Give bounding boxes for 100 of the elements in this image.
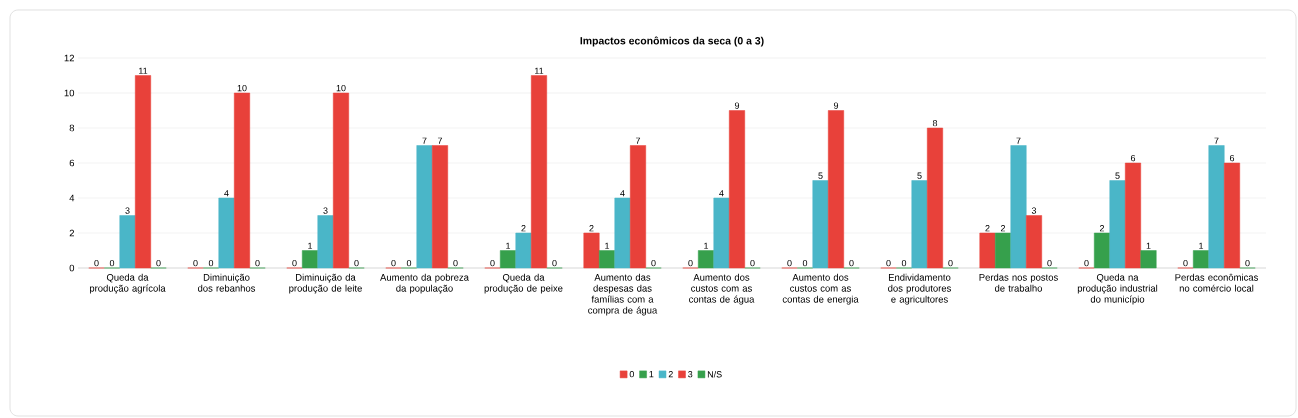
bar	[1094, 232, 1110, 269]
data-label: 0	[490, 259, 495, 267]
y-tick-label: 4	[69, 194, 75, 202]
bar	[911, 180, 928, 269]
data-label: 6	[1130, 154, 1136, 162]
data-label: 0	[453, 259, 458, 267]
data-label: 2	[1000, 225, 1006, 232]
data-label: 0	[193, 259, 198, 267]
data-label: 0	[406, 259, 412, 267]
data-label: 0	[354, 259, 359, 267]
bar	[1193, 250, 1209, 269]
bar	[828, 110, 844, 269]
data-label: 3	[125, 207, 130, 214]
data-label: 11	[535, 67, 544, 74]
bar	[1109, 180, 1126, 269]
data-label: 11	[139, 67, 148, 74]
data-label: 1	[1199, 242, 1204, 249]
y-tick-label: 8	[69, 124, 75, 132]
data-label: 0	[1245, 259, 1250, 267]
legend-label: 2	[668, 371, 673, 378]
data-label: 2	[589, 225, 594, 232]
x-tick-label: Aumento dos custos com as contas de água	[689, 273, 755, 305]
y-tick-label: 0	[69, 264, 75, 272]
bar	[713, 197, 730, 269]
data-label: 6	[1229, 154, 1235, 162]
legend-label: 1	[649, 371, 654, 378]
data-label: 0	[802, 259, 808, 267]
data-label: 5	[917, 172, 922, 179]
bar	[302, 250, 318, 269]
bar	[135, 75, 151, 269]
bar	[630, 145, 646, 269]
data-label: 7	[437, 137, 443, 144]
bar	[500, 250, 516, 269]
data-label: 0	[255, 259, 260, 267]
x-tick-label: Perdas econômicas no comércio local	[1175, 273, 1258, 292]
data-label: 1	[506, 242, 511, 249]
x-tick-label: Aumento dos custos com as contas de energia	[782, 273, 859, 305]
bar	[531, 75, 547, 269]
bar	[1125, 162, 1141, 269]
data-label: 0	[651, 259, 656, 267]
bar	[583, 232, 600, 269]
data-label: 3	[323, 207, 328, 214]
bar	[599, 250, 615, 269]
data-label: 0	[948, 259, 953, 267]
data-label: 4	[224, 190, 229, 197]
bar	[1208, 145, 1225, 269]
x-tick-label: Perdas nos postos de trabalho	[979, 273, 1058, 292]
bar	[1224, 162, 1240, 269]
y-tick-label: 6	[69, 159, 75, 167]
bar	[812, 180, 829, 269]
bar	[416, 145, 433, 269]
data-label: 5	[1115, 172, 1120, 179]
x-tick-label: Endividamento dos produtores e agricultores	[888, 273, 951, 305]
legend-label: N/S	[707, 370, 722, 378]
x-tick-label: Aumento da pobreza da população	[380, 273, 469, 294]
x-tick-label: Queda da produção agrícola	[89, 273, 166, 294]
data-label: 0	[750, 259, 755, 267]
data-label: 9	[734, 102, 740, 109]
x-tick-label: Diminuição dos rebanhos	[197, 273, 256, 292]
data-label: 0	[901, 259, 907, 267]
bar	[698, 250, 714, 269]
legend-label: 0	[629, 371, 634, 378]
data-label: 0	[1047, 259, 1052, 267]
data-label: 3	[1031, 207, 1037, 214]
data-label: 2	[1099, 225, 1105, 232]
bar	[333, 92, 349, 269]
bar	[614, 197, 631, 269]
data-label: 7	[635, 137, 641, 144]
bar	[1140, 250, 1157, 269]
data-label: 0	[886, 259, 891, 267]
data-label: 10	[336, 84, 346, 92]
x-tick-label: Diminuição da produção de leite	[289, 273, 362, 294]
data-label: 0	[849, 259, 854, 267]
data-label: 0	[688, 259, 693, 267]
data-label: 7	[422, 137, 427, 144]
bar	[119, 215, 136, 269]
data-label: 0	[156, 259, 161, 267]
y-tick-label: 2	[69, 229, 75, 237]
data-label: 1	[704, 242, 709, 249]
bar	[515, 232, 532, 269]
data-label: 9	[833, 102, 839, 109]
bar	[234, 92, 250, 269]
data-label: 0	[1183, 259, 1188, 267]
data-label: 2	[985, 225, 990, 232]
chart-title: Impactos econômicos da seca (0 a 3)	[580, 36, 764, 47]
bar	[1010, 145, 1027, 269]
data-label: 0	[208, 259, 214, 267]
bar	[729, 110, 745, 269]
bar	[218, 197, 235, 269]
legend-label: 3	[688, 371, 693, 378]
x-tick-label: Queda na produção industrial do município	[1077, 273, 1158, 305]
data-label: 0	[552, 259, 557, 267]
data-label: 2	[521, 225, 526, 232]
bar	[317, 215, 334, 269]
bar	[979, 232, 996, 269]
data-label: 0	[292, 259, 297, 267]
data-label: 1	[308, 242, 313, 249]
data-label: 1	[1146, 242, 1151, 249]
data-label: 7	[1214, 137, 1219, 144]
data-label: 5	[818, 172, 823, 179]
